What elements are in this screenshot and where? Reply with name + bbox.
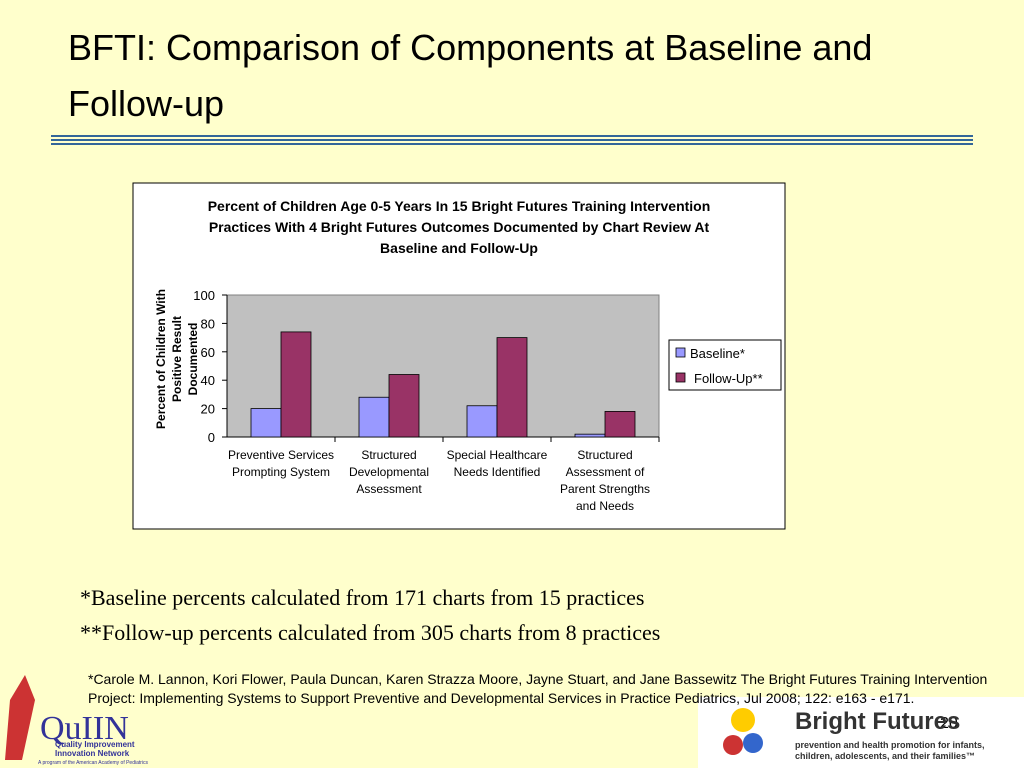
notes: *Baseline percents calculated from 171 c… [80,580,660,650]
legend-label: Follow-Up** [694,371,763,386]
bar [496,337,528,438]
slide-title: BFTI: Comparison of Components at Baseli… [68,27,873,124]
y-tick-label: 60 [201,345,215,360]
bar [358,396,390,438]
bar [604,411,636,438]
page-number: 20 [940,715,958,732]
y-tick-label: 100 [193,288,215,303]
rule [51,143,973,145]
bar [280,331,312,438]
note: *Baseline percents calculated from 171 c… [80,585,645,610]
logo-text: Quality Improvement Innovation Network [55,740,135,758]
x-tick-label: Structured Developmental Assessment [348,448,430,496]
y-tick-label: 20 [201,402,215,417]
logo-line: prevention and health promotion for infa… [795,740,985,750]
logo-line: children, adolescents, and their familie… [795,751,976,761]
y-axis-label: Percent of Children With Positive Result… [154,289,200,429]
x-tick-label: Preventive Services Prompting System [227,448,335,479]
bar [574,433,606,438]
y-tick-label: 0 [208,430,215,445]
bar [250,408,282,438]
legend-swatch [675,372,686,383]
rule [51,135,973,137]
logo-figure [5,675,35,760]
legend-swatch [675,347,686,358]
note: **Follow-up percents calculated from 305… [80,620,661,645]
logo-text: A program of the American Academy of Ped… [38,760,149,766]
x-tick-label: Special Healthcare Needs Identified [446,448,548,479]
y-tick-label: 40 [201,373,215,388]
citation: *Carole M. Lannon, Kori Flower, Paula Du… [88,671,988,706]
logo-text: prevention and health promotion for infa… [795,740,985,762]
legend-box [668,339,782,391]
logo-figure [723,735,743,755]
x-tick-label: Structured Assessment of Parent Strength… [559,448,651,513]
bar [466,405,498,438]
bar [388,374,420,438]
rule [51,139,973,141]
logo-line: Innovation Network [55,749,130,758]
logo-sun [731,708,755,732]
right-logo-area [698,697,1024,768]
y-tick-label: 80 [201,316,215,331]
legend-label: Baseline* [690,346,745,361]
logo-figure [743,733,763,753]
chart-title: Percent of Children Age 0-5 Years In 15 … [207,198,711,256]
logo-name: QuIIN [40,710,129,747]
logo-name: Bright Futures [795,708,961,735]
logo-line: Quality Improvement [55,740,135,749]
